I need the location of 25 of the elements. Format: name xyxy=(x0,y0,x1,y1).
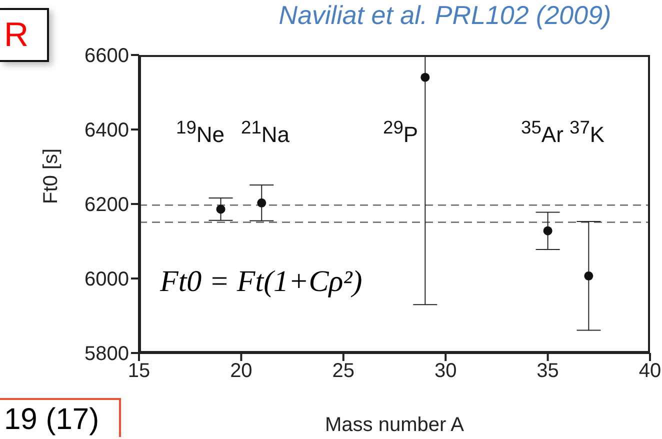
y-tick-label: 6000 xyxy=(84,268,129,291)
y-tick-label: 5800 xyxy=(84,343,129,366)
chart-title: Naviliat et al. PRL102 (2009) xyxy=(278,0,612,30)
point xyxy=(543,226,552,236)
point xyxy=(584,271,594,280)
x-tick-label: 25 xyxy=(332,360,355,382)
y-tick-label: 6200 xyxy=(84,194,129,216)
x-tick-label: 15 xyxy=(128,360,150,382)
annotation: $^{29}$P xyxy=(383,117,418,148)
text: 19 (17) xyxy=(4,403,100,436)
y-tick-label: 6400 xyxy=(84,120,129,142)
x-tick-label: 20 xyxy=(230,360,252,382)
x-tick-label: 30 xyxy=(434,360,457,382)
x-tick-label: 40 xyxy=(638,360,662,382)
point xyxy=(216,204,226,214)
y-axis-title: Ft0 [s] xyxy=(40,148,62,204)
point xyxy=(257,198,266,208)
x-axis-title: Mass number A xyxy=(325,414,465,436)
annotation: $^{19}$Ne xyxy=(176,117,225,148)
y-tick-label: 6600 xyxy=(84,45,129,68)
annotation: $^{35}$Ar $^{37}$K xyxy=(521,117,605,148)
point xyxy=(420,72,430,82)
annotation: $^{21}$Na xyxy=(241,117,290,148)
x-tick-label: 35 xyxy=(536,360,559,382)
annotation: Ft0 = Ft(1+Cρ²) xyxy=(160,265,362,298)
